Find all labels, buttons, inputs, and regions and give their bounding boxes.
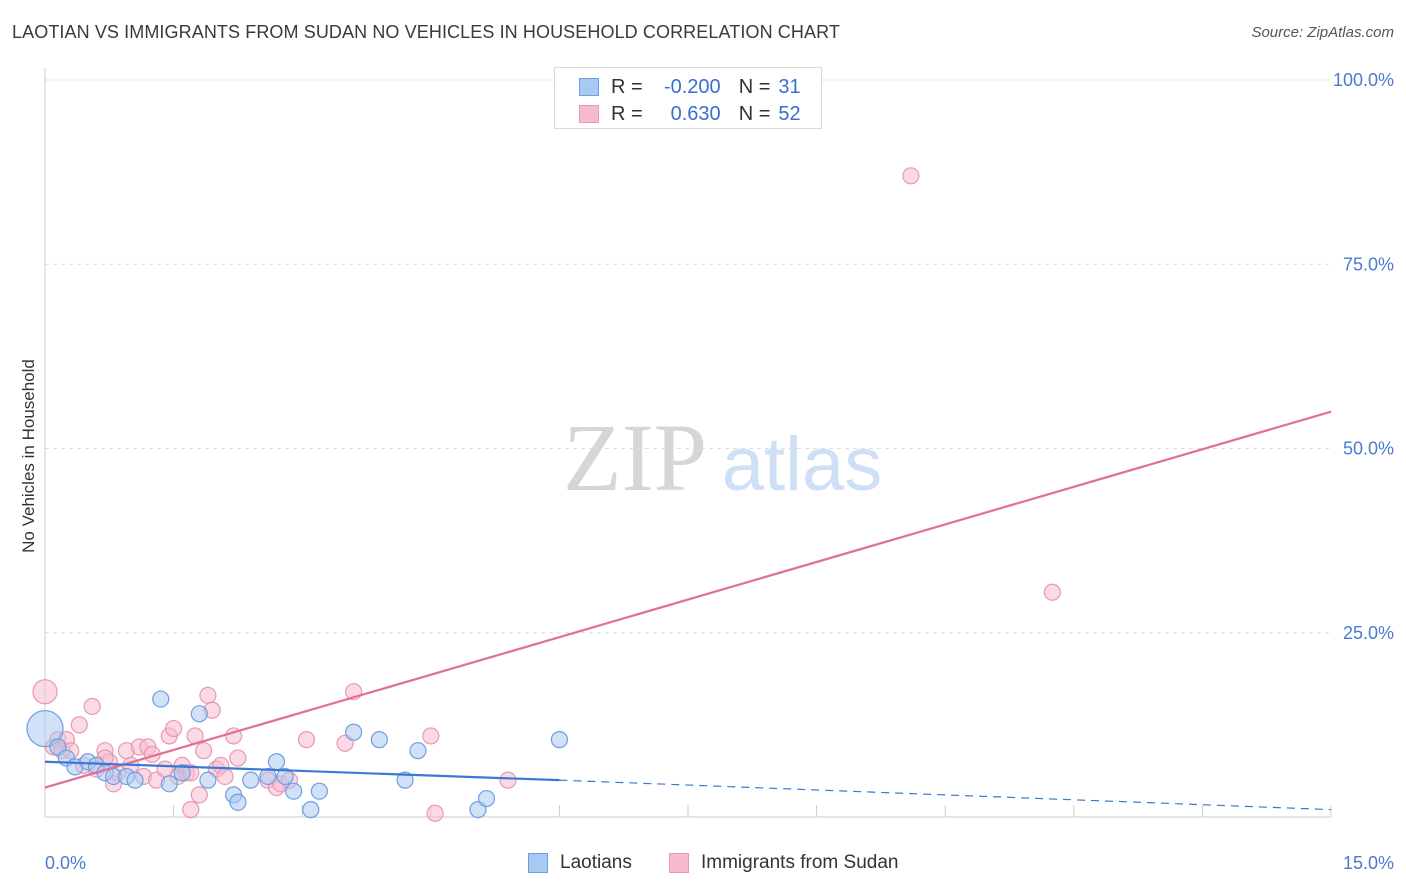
legend-swatch-blue [579,78,599,96]
data-point [190,786,208,804]
legend-n-label: N = [738,102,771,125]
data-point [26,709,64,748]
data-point [216,767,234,786]
data-point [199,686,217,704]
legend-r-value: -0.200 [663,75,721,98]
data-point [267,753,286,771]
data-point [499,771,517,789]
correlation-legend: R = -0.200 N = 31 R = 0.630 N = 52 [554,67,822,129]
data-point [160,775,178,793]
tick-labels: 25.0% 50.0% 75.0% 100.0% 0.0% 15.0% [45,70,1394,873]
data-point [195,742,213,760]
data-point [902,167,920,185]
data-point [182,801,200,819]
x-tick-label: 0.0% [45,853,86,873]
legend-n-value: 31 [778,75,801,98]
x-tick-label: 15.0% [1343,853,1394,873]
legend-r-value: 0.630 [670,102,721,125]
data-point [477,789,496,808]
watermark-atlas: atlas [722,422,883,507]
data-point [32,679,58,705]
series-immigrants-from-sudan [32,167,1061,822]
data-point [126,771,144,789]
legend-n-value: 52 [778,102,801,125]
y-tick-label: 75.0% [1343,254,1394,274]
data-point [199,771,217,789]
data-point [242,771,260,789]
series-legend: Laotians Immigrants from Sudan [0,852,1406,878]
data-point [297,731,316,749]
data-point [302,801,320,819]
trend-line-sudan [44,410,1332,789]
chart-title: LAOTIAN VS IMMIGRANTS FROM SUDAN NO VEHI… [12,22,840,42]
y-tick-label: 100.0% [1333,70,1394,90]
data-point [152,690,170,708]
legend-label-laotians: Laotians [560,852,632,873]
data-point [396,771,414,789]
data-point [173,764,191,782]
data-point [165,719,183,738]
legend-swatch-pink [669,853,689,873]
data-point [370,731,388,749]
y-tick-label: 50.0% [1343,439,1394,459]
data-point [276,767,294,786]
data-point [345,723,363,741]
trend-line-laotians-extrapolated [559,779,1332,811]
legend-item-sudan[interactable]: Immigrants from Sudan [669,852,898,874]
data-point [83,697,101,716]
trend-line-laotians [44,760,560,782]
data-point [70,716,88,734]
legend-swatch-pink [579,105,599,123]
legend-r-label: R = [611,102,643,125]
legend-row-sudan: R = 0.630 N = 52 [579,101,801,127]
legend-item-laotians[interactable]: Laotians [528,852,632,874]
trend-lines [44,410,1332,811]
legend-n-label: N = [738,75,771,98]
legend-row-laotians: R = -0.200 N = 31 [579,74,801,100]
data-point [409,742,427,760]
data-point [1043,583,1061,601]
data-point [426,804,444,822]
legend-r-label: R = [611,75,643,98]
data-point [190,705,208,723]
data-point [550,731,569,749]
legend-label-sudan: Immigrants from Sudan [701,852,899,873]
data-point [229,793,247,811]
data-point [229,749,247,767]
data-point [422,727,440,745]
legend-swatch-blue [528,853,548,873]
source-credit: Source: ZipAtlas.com [1251,24,1394,41]
data-point [310,782,328,800]
watermark-zip: ZIP [563,404,707,511]
watermark: ZIP atlas [563,404,882,511]
y-tick-label: 25.0% [1343,623,1394,643]
data-point [259,767,277,786]
data-point [285,782,303,800]
y-axis-title: No Vehicles in Household [19,359,38,553]
